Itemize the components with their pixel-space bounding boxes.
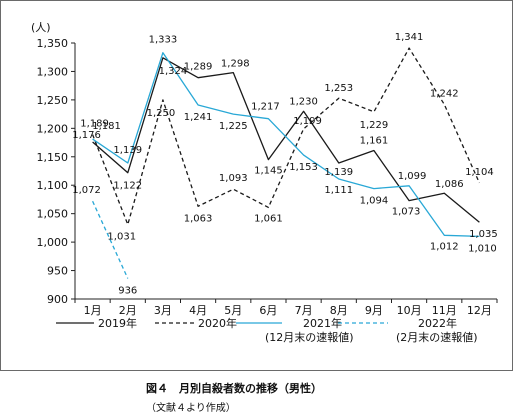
legend-label-3: 2022年 (418, 316, 457, 330)
x-tick-label: 7月 (295, 304, 313, 317)
data-label: 1,230 (289, 96, 318, 107)
data-label: 1,073 (392, 207, 421, 218)
data-label: 1,139 (324, 167, 353, 178)
data-label: 1,093 (219, 173, 248, 184)
data-label: 1,333 (149, 35, 178, 46)
data-label: 1,161 (360, 136, 389, 147)
x-tick-label: 3月 (154, 304, 172, 317)
x-tick-label: 11月 (432, 304, 457, 317)
data-label: 1,063 (184, 213, 213, 224)
y-tick-label: 900 (47, 293, 68, 306)
legend-label-0: 2019年 (98, 316, 137, 330)
legend-note-3: (2月末の速報値) (396, 330, 478, 344)
data-label: 1,242 (430, 88, 459, 99)
y-tick-label: 1,150 (37, 151, 69, 164)
data-label: 1,341 (395, 32, 424, 43)
line-chart: 900 950 1,000 1,050 1,100 1,150 1,200 1,250 1,30… (31, 21, 498, 344)
data-label: 1,145 (254, 166, 283, 177)
data-label: 1,189 (80, 119, 109, 130)
x-tick-label: 12月 (467, 304, 492, 317)
data-label: 1,153 (289, 162, 318, 173)
data-label: 1,324 (159, 66, 188, 77)
data-label: 1,250 (147, 108, 176, 119)
x-tick-label: 6月 (259, 304, 277, 317)
data-label: 1,139 (113, 145, 142, 156)
data-label: 1,086 (435, 179, 464, 190)
data-label: 1,010 (468, 243, 497, 254)
y-tick-label: 1,350 (37, 37, 69, 50)
data-label: 1,061 (254, 213, 283, 224)
y-tick-label: 1,300 (37, 65, 69, 78)
y-tick-label: 1,050 (37, 208, 69, 221)
data-label: 1,099 (398, 171, 427, 182)
data-label: 936 (118, 286, 137, 297)
data-label: 1,289 (184, 62, 213, 73)
legend-label-2: 2021年 (303, 316, 342, 330)
data-label: 1,122 (113, 181, 142, 192)
x-tick-label: 10月 (397, 304, 422, 317)
figure-caption-title: 図４ 月別自殺者数の推移（男性） (146, 382, 322, 395)
data-label: 1,072 (72, 185, 101, 196)
series-line-1 (91, 47, 480, 226)
x-tick-label: 8月 (330, 304, 348, 317)
y-tick-label: 1,200 (37, 122, 69, 135)
chart-frame (0, 0, 513, 371)
legend-label-1: 2020年 (198, 316, 237, 330)
y-axis-unit: (人) (31, 21, 51, 34)
series-line-0 (92, 57, 480, 223)
y-tick-label: 1,250 (37, 94, 69, 107)
data-label: 1,229 (360, 120, 389, 131)
data-label: 1,031 (107, 231, 136, 242)
series-line-3 (92, 200, 129, 279)
figure-caption-source: （文献４より作成） (146, 403, 236, 414)
data-label: 1,298 (221, 59, 250, 70)
x-tick-label: 2月 (119, 304, 137, 317)
y-tick-label: 1,100 (37, 179, 69, 192)
data-label: 1,217 (251, 102, 280, 113)
data-label: 1,012 (430, 241, 459, 252)
data-label: 1,094 (360, 196, 389, 207)
data-label: 1,035 (469, 229, 498, 240)
data-label: 1,104 (465, 167, 494, 178)
legend-note-2: (12月末の速報値) (265, 330, 354, 344)
data-label: 1,176 (72, 130, 101, 141)
data-label: 1,225 (219, 121, 248, 132)
data-label: 1,241 (184, 112, 213, 123)
data-label: 1,253 (324, 83, 353, 94)
x-tick-label: 1月 (84, 304, 102, 317)
x-tick-label: 4月 (189, 304, 207, 317)
data-label: 1,181 (92, 121, 121, 132)
y-tick-label: 950 (47, 265, 68, 278)
x-tick-label: 9月 (365, 304, 383, 317)
series-line-2 (92, 52, 480, 238)
data-label: 1,111 (324, 185, 353, 196)
y-tick-label: 1,000 (37, 236, 69, 249)
data-label: 1,199 (293, 116, 322, 127)
x-tick-label: 5月 (224, 304, 242, 317)
